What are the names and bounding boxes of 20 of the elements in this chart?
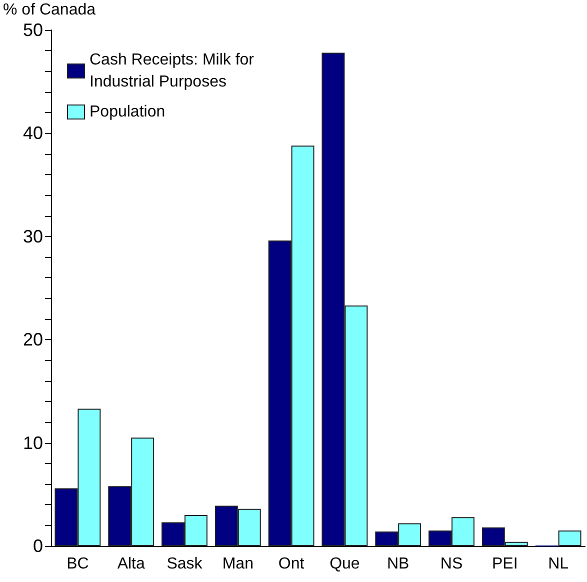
x-tick-label: Sask xyxy=(166,556,204,572)
bar xyxy=(558,530,582,546)
x-tick-label: Man xyxy=(222,556,254,572)
x-tick-label: BC xyxy=(66,556,89,572)
y-tick-label: 30 xyxy=(22,226,43,246)
x-tick-label: NS xyxy=(440,556,463,572)
legend-label: Cash Receipts: Milk for Industrial Purposes xyxy=(90,52,258,90)
x-tick-label: Ont xyxy=(278,556,305,572)
y-tick-label: 40 xyxy=(22,123,43,144)
x-tick-label: NB xyxy=(386,556,410,572)
x-tick-label: Que xyxy=(330,556,360,572)
legend-label: Population xyxy=(90,104,166,120)
y-tick-label: 20 xyxy=(22,330,43,350)
x-tick-label: Alta xyxy=(117,556,145,572)
y-axis-title: % of Canada xyxy=(3,2,96,18)
x-tick-label: NL xyxy=(548,556,569,572)
y-tick-label: 10 xyxy=(22,432,43,453)
y-tick-label: 0 xyxy=(32,536,43,556)
x-tick-label: PEI xyxy=(492,556,518,572)
y-tick-label: 50 xyxy=(22,20,43,40)
